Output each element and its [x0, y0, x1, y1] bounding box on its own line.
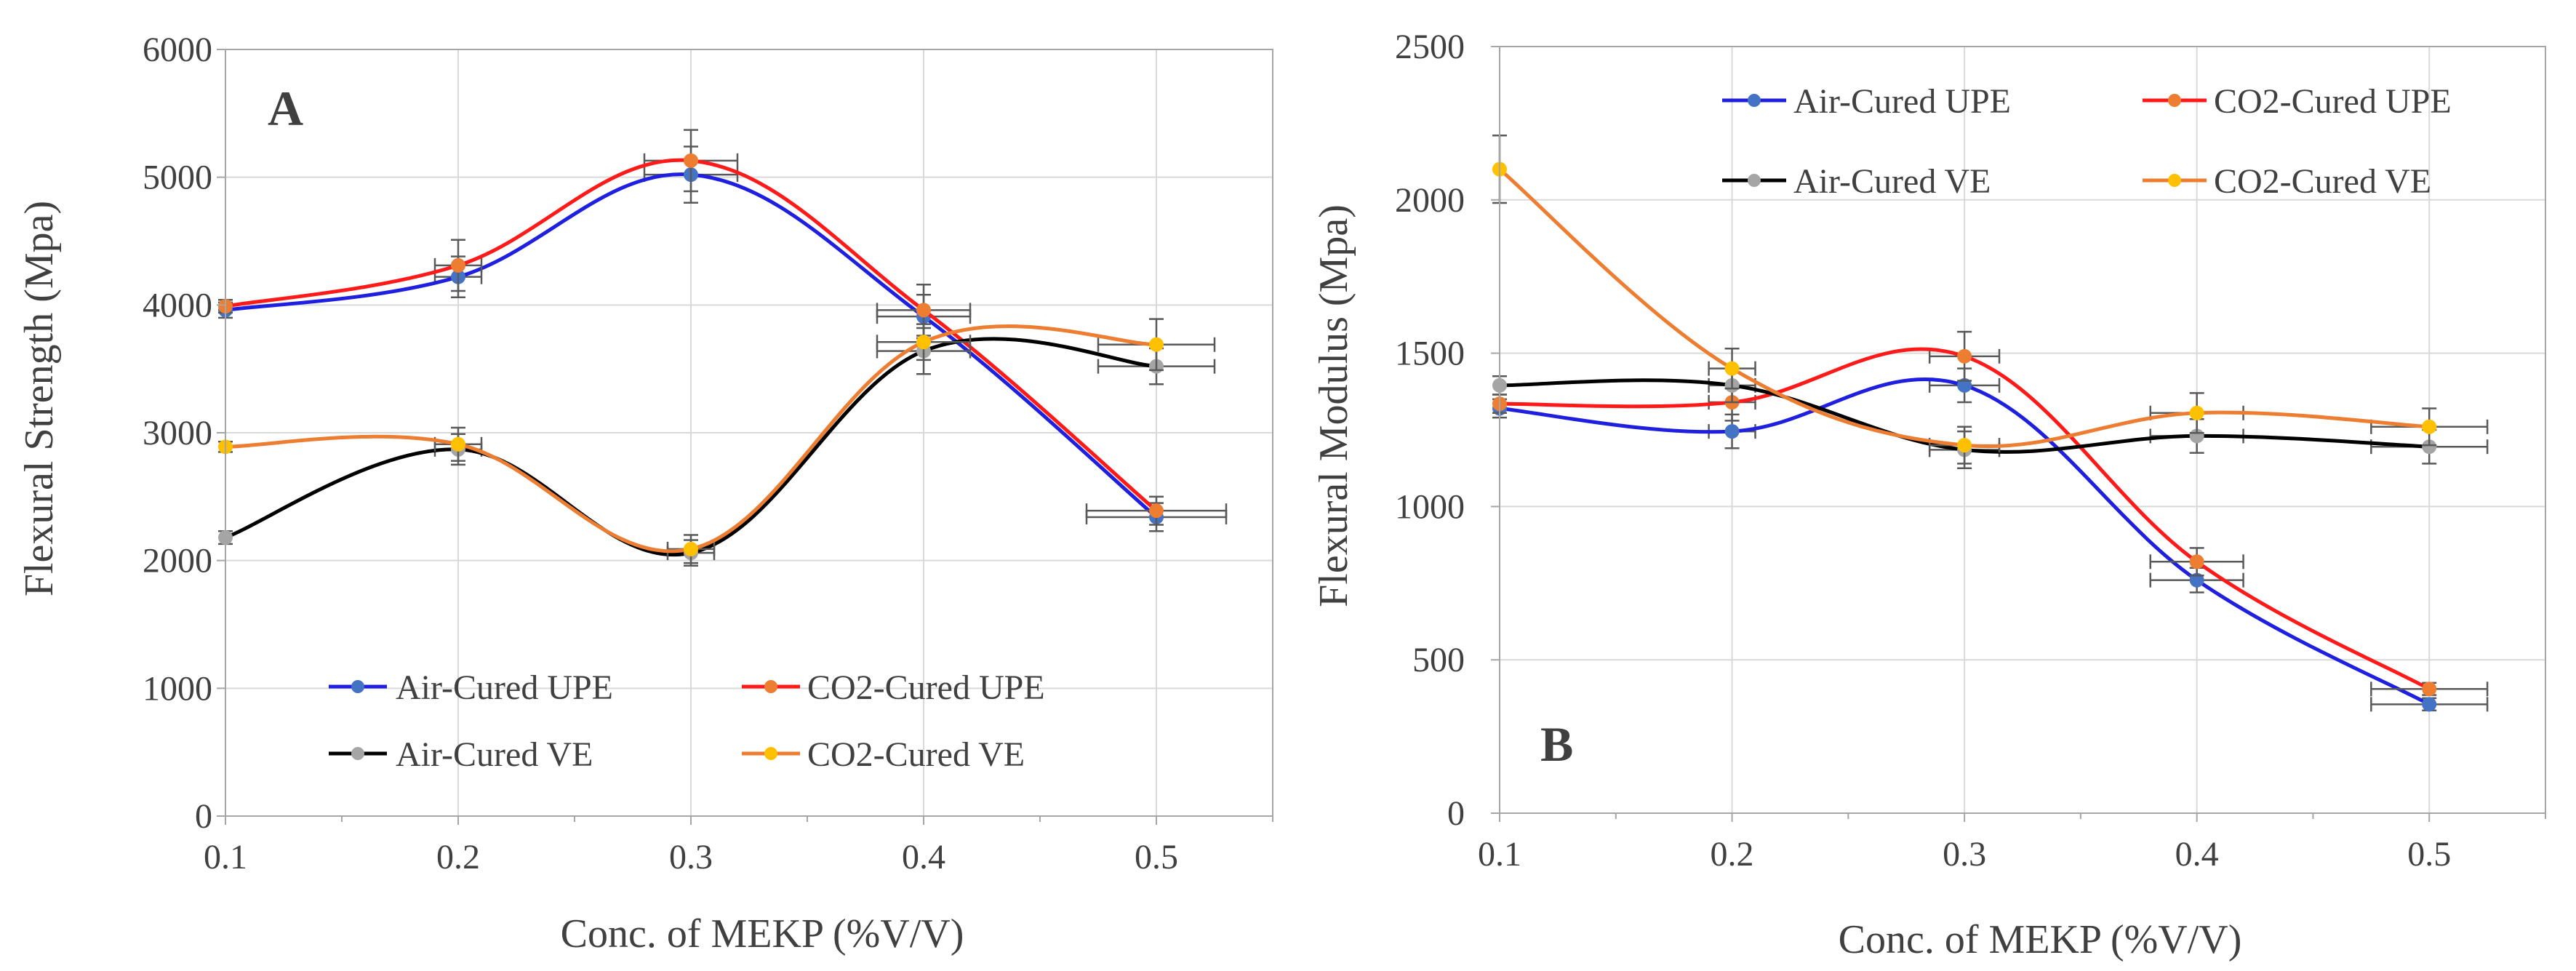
plot-area-frame [225, 49, 1273, 817]
y-tick-label: 2500 [1395, 28, 1465, 66]
chart-b-panel-label: B [1540, 716, 1573, 772]
data-point [1957, 377, 1972, 393]
chart-b-y-axis-title: Flexural Modulus (Mpa) [1311, 204, 1356, 607]
series-co2-cured-upe [218, 129, 1228, 526]
x-tick-label: 0.2 [1711, 835, 1754, 874]
legend-item-air-cured-upe: Air-Cured UPE [1722, 82, 2011, 121]
x-tick-label: 0.3 [669, 838, 713, 876]
chart-b-series [1492, 135, 2489, 712]
legend-item-co2-cured-ve: CO2-Cured VE [742, 735, 1025, 774]
legend-swatch-marker [351, 747, 364, 760]
chart-a-tick-labels: 0 1000 2000 3000 4000 5000 6000 0.1 0.2 0.3 0.4 0.5 [143, 31, 1178, 876]
legend-item-air-cured-ve: Air-Cured VE [1722, 162, 1991, 201]
chart-b-legend: Air-Cured UPE CO2-Cured UPE Air-Cured VE… [1722, 82, 2452, 201]
legend-swatch-marker [764, 680, 777, 693]
data-point [916, 303, 931, 318]
x-tick-label: 0.3 [1943, 835, 1986, 874]
legend-swatch-marker [2168, 174, 2181, 187]
data-point [684, 153, 698, 168]
chart-a-axes [217, 49, 1273, 825]
legend-label: CO2-Cured VE [2214, 162, 2431, 201]
chart-a-legend: Air-Cured UPE CO2-Cured UPE Air-Cured VE… [329, 668, 1045, 774]
legend-item-co2-cured-upe: CO2-Cured UPE [742, 668, 1045, 707]
data-point [2422, 697, 2437, 712]
chart-b-x-axis-title: Conc. of MEKP (%V/V) [1839, 917, 2242, 962]
legend-label: Air-Cured UPE [396, 668, 613, 707]
chart-b-axes [1491, 46, 2546, 822]
x-tick-label: 0.2 [436, 838, 480, 876]
y-tick-label: 0 [1447, 794, 1465, 833]
data-point [1957, 438, 1972, 453]
legend-item-air-cured-ve: Air-Cured VE [329, 735, 593, 774]
data-point [1957, 348, 1972, 364]
y-tick-label: 4000 [143, 286, 212, 324]
data-point [451, 257, 465, 273]
chart-b-tick-labels: 0 500 1000 1500 2000 2500 0.1 0.2 0.3 0.4 0.5 [1395, 28, 2451, 874]
series-air-cured-upe [218, 145, 1228, 532]
x-tick-label: 0.4 [902, 838, 945, 876]
data-point [916, 335, 931, 350]
y-tick-label: 1500 [1395, 335, 1465, 373]
data-point [1724, 361, 1740, 376]
legend-item-co2-cured-ve: CO2-Cured VE [2143, 162, 2431, 201]
x-tick-label: 0.1 [1478, 835, 1521, 874]
legend-label: Air-Cured UPE [1793, 82, 2011, 121]
series-line [1499, 347, 2431, 691]
legend-swatch-marker [351, 680, 364, 693]
legend-swatch-marker [2168, 94, 2181, 107]
x-tick-label: 0.5 [2407, 835, 2451, 874]
data-point [2422, 682, 2437, 697]
series-air-cured-ve [218, 327, 1216, 567]
y-tick-label: 2000 [1395, 181, 1465, 220]
plot-area-frame [1499, 46, 2546, 814]
legend-swatch-marker [1748, 94, 1761, 107]
legend-swatch-marker [764, 747, 777, 760]
legend-label: CO2-Cured UPE [807, 668, 1045, 707]
y-tick-label: 500 [1412, 641, 1465, 679]
data-point [1149, 337, 1164, 352]
data-point [2422, 419, 2437, 434]
chart-b: 0 500 1000 1500 2000 2500 0.1 0.2 0.3 0.4 0.5 Conc… [1311, 28, 2546, 962]
data-point [2422, 439, 2437, 455]
data-point [1149, 503, 1164, 519]
chart-a: 0 1000 2000 3000 4000 5000 6000 0.1 0.2 0.3 0.4 0.5… [17, 31, 1273, 956]
data-point [1724, 424, 1740, 439]
legend-swatch-marker [1748, 174, 1761, 187]
y-tick-label: 0 [195, 797, 212, 836]
chart-a-gridlines [225, 49, 1273, 816]
legend-item-co2-cured-upe: CO2-Cured UPE [2143, 82, 2452, 121]
data-point [2189, 405, 2204, 420]
data-point [451, 436, 465, 452]
y-tick-label: 6000 [143, 31, 212, 69]
y-tick-label: 2000 [143, 542, 212, 580]
x-tick-label: 0.1 [204, 838, 247, 876]
legend-label: Air-Cured VE [1793, 162, 1991, 201]
legend-item-air-cured-upe: Air-Cured UPE [329, 668, 613, 707]
data-point [684, 541, 698, 556]
y-tick-label: 5000 [143, 159, 212, 197]
chart-a-panel-label: A [268, 81, 303, 136]
x-tick-label: 0.4 [2175, 835, 2219, 874]
legend-label: CO2-Cured UPE [2214, 82, 2452, 121]
series-co2-cured-upe [1492, 330, 2489, 697]
series-co2-cured-ve [1492, 135, 2489, 465]
x-tick-label: 0.5 [1135, 838, 1178, 876]
series-co2-cured-ve [218, 318, 1216, 564]
legend-label: CO2-Cured VE [807, 735, 1025, 774]
chart-a-x-axis-title: Conc. of MEKP (%V/V) [561, 911, 964, 956]
data-point [2189, 572, 2204, 588]
data-point [2189, 554, 2204, 570]
chart-a-series [218, 129, 1228, 567]
chart-a-y-axis-title: Flexural Strength (Mpa) [17, 201, 62, 596]
y-tick-label: 3000 [143, 414, 212, 452]
y-tick-label: 1000 [1395, 487, 1465, 526]
y-tick-label: 1000 [143, 669, 212, 708]
legend-label: Air-Cured VE [396, 735, 593, 774]
